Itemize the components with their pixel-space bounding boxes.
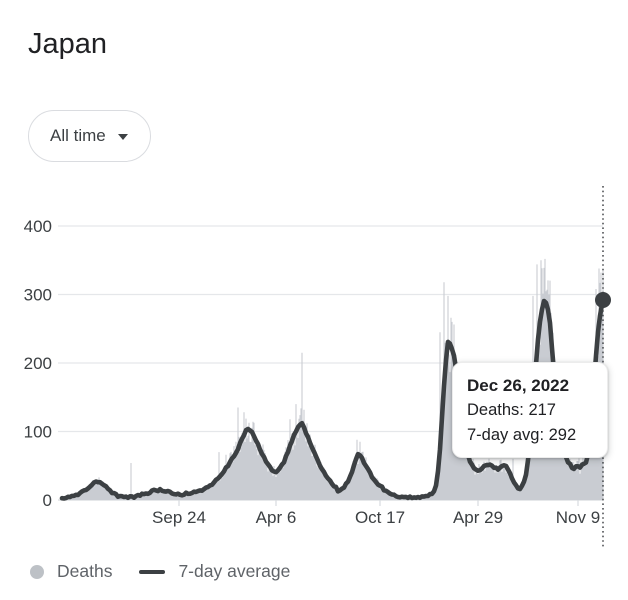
y-axis-label-100: 100 xyxy=(24,423,52,442)
page-title: Japan xyxy=(28,28,108,60)
y-axis-label-400: 400 xyxy=(24,217,52,236)
x-axis-label: Oct 17 xyxy=(355,508,405,527)
tooltip-date: Dec 26, 2022 xyxy=(467,376,570,395)
seven-day-average-line xyxy=(59,297,606,501)
legend-item-deaths: Deaths xyxy=(30,561,112,582)
current-value-dot xyxy=(595,291,611,308)
y-axis-label-300: 300 xyxy=(24,286,52,305)
legend-deaths-label: Deaths xyxy=(57,561,113,581)
time-range-dropdown[interactable]: All time xyxy=(28,110,151,162)
x-axis-label: Apr 29 xyxy=(453,508,503,527)
x-axis-label: Nov 9 xyxy=(556,508,600,527)
tooltip-deaths: Deaths: 217 xyxy=(467,401,556,419)
chart-tooltip: Dec 26, 2022 Deaths: 217 7-day avg: 292 xyxy=(452,362,608,458)
time-range-label: All time xyxy=(50,126,106,145)
chevron-down-icon xyxy=(117,134,128,140)
tooltip-avg: 7-day avg: 292 xyxy=(467,426,577,444)
y-axis-label-0: 0 xyxy=(43,491,52,510)
deaths-dot-icon xyxy=(30,564,44,579)
x-axis-label: Apr 6 xyxy=(256,508,297,527)
legend-average-label: 7-day average xyxy=(178,561,291,581)
x-axis-label: Sep 24 xyxy=(152,508,206,527)
legend-item-average: 7-day average xyxy=(139,561,290,582)
y-axis-label-200: 200 xyxy=(24,354,52,373)
average-line-icon xyxy=(139,569,166,574)
chart-legend: Deaths 7-day average xyxy=(30,561,290,582)
